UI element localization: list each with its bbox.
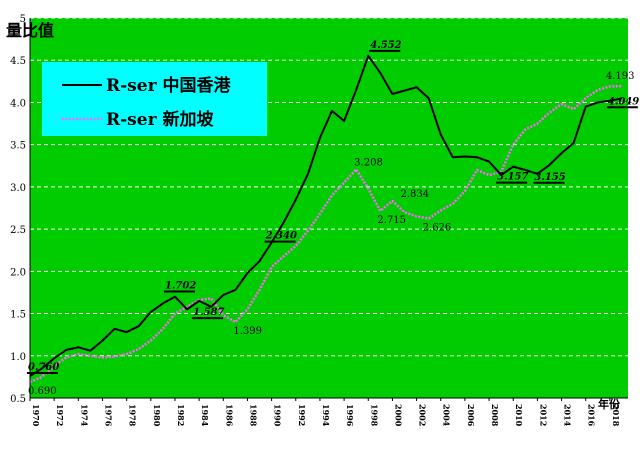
data-label: 4.552 (370, 40, 401, 51)
series-group (29, 54, 623, 384)
series-line-sg (29, 84, 623, 384)
data-label: 1.399 (233, 326, 262, 337)
data-label: 1.702 (165, 280, 196, 291)
legend-entry-hk: R-ser 中国香港 (106, 75, 231, 96)
x-tick-label: 2018 (611, 404, 621, 427)
data-label: 0.690 (28, 386, 57, 397)
legend-box (42, 62, 267, 136)
x-tick-label: 1990 (273, 404, 283, 427)
x-tick-label: 1978 (128, 404, 138, 427)
x-tick-label: 1974 (79, 404, 89, 427)
data-label: 4.193 (606, 71, 635, 82)
x-tick-label: 1986 (224, 404, 234, 427)
legend-entry-sg: R-ser 新加坡 (106, 109, 213, 130)
x-tick-label: 2014 (563, 404, 573, 427)
x-tick-label: 2016 (587, 404, 597, 427)
x-tick-label: 1998 (369, 404, 379, 427)
y-tick-label: 2.0 (10, 267, 26, 278)
y-tick-label: 1.5 (10, 310, 26, 321)
data-label: 3.157 (497, 172, 528, 183)
annotations: 4.552 2.340 1.702 1.587 0.760 3.157 3.155 4.049… (27, 40, 639, 397)
x-tick-label: 1980 (152, 404, 162, 427)
data-label: 3.208 (354, 157, 383, 168)
x-tick-label: 1982 (176, 404, 186, 426)
data-label: 2.626 (423, 222, 452, 233)
series-line-hk (29, 54, 623, 377)
x-tick-label: 1996 (345, 404, 355, 427)
data-label: 2.715 (377, 215, 406, 226)
x-tick-label: 2010 (514, 404, 524, 427)
x-tick-label: 2012 (538, 404, 548, 426)
y-tick-label: 4.5 (10, 56, 26, 67)
x-tick-label: 1994 (321, 404, 331, 427)
x-tick-label: 2002 (418, 404, 428, 426)
y-tick-label: 4.0 (10, 98, 26, 109)
y-tick-label: 5 (20, 14, 26, 25)
y-tick-label: 0.5 (10, 394, 26, 405)
x-tick-label: 2006 (466, 404, 476, 427)
y-tick-label: 1.0 (10, 352, 26, 363)
x-tick-label: 2008 (490, 404, 500, 427)
x-axis-label: 年份 (598, 397, 621, 411)
data-label: 0.760 (28, 362, 59, 373)
x-tick-label: 1972 (55, 404, 65, 426)
data-label: 2.340 (265, 231, 297, 242)
x-tick-label: 2004 (442, 404, 452, 427)
x-tick-label: 1970 (31, 404, 41, 427)
y-tick-label: 3.5 (10, 141, 26, 152)
axes: 0.5 1.0 1.5 2.0 2.5 3.0 3.5 4.0 4.5 5 1970 1972 1974… (10, 14, 628, 427)
y-axis-label: 量比值 (6, 21, 54, 40)
y-tick-label: 2.5 (10, 225, 26, 236)
x-tick-label: 1976 (103, 404, 113, 427)
data-label: 4.049 (608, 96, 639, 107)
x-tick-label: 1984 (200, 404, 210, 427)
data-label: 3.155 (534, 172, 565, 183)
legend: R-ser 中国香港 R-ser 新加坡 (42, 62, 267, 136)
x-tick-label: 1992 (297, 404, 307, 426)
grid (30, 17, 628, 357)
x-tick-label: 2000 (393, 404, 403, 427)
data-label: 1.587 (193, 307, 224, 318)
x-tick-label: 1988 (248, 404, 258, 427)
data-label: 2.834 (401, 189, 430, 200)
y-tick-label: 3.0 (10, 183, 26, 194)
